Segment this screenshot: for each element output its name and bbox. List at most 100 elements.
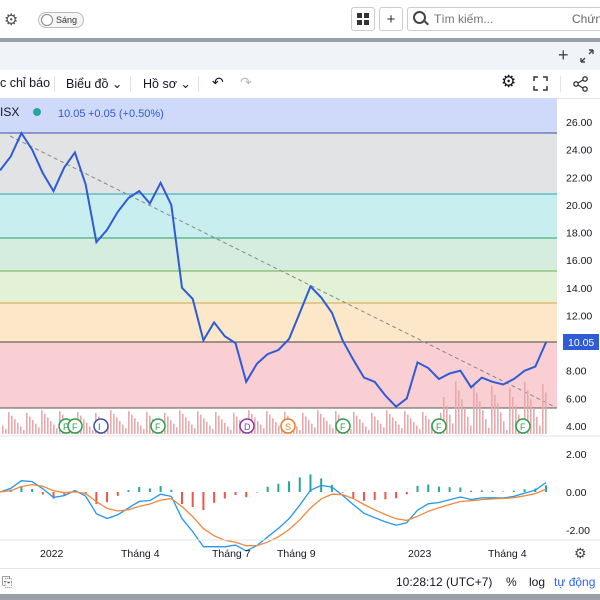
volume-bar: [416, 425, 418, 434]
volume-bar: [122, 424, 124, 434]
settings-gear-icon[interactable]: ⚙: [4, 12, 19, 29]
hist-bar: [341, 492, 344, 493]
legend-last: 10.05: [58, 108, 86, 120]
volume-bar: [35, 423, 37, 434]
chart-type-button[interactable]: Biểu đồ ⌄: [66, 76, 122, 91]
fullscreen-icon[interactable]: [533, 76, 548, 91]
expand-icon[interactable]: [580, 49, 594, 63]
volume-bar: [473, 383, 475, 434]
volume-bar: [227, 426, 229, 434]
volume-bar: [428, 419, 430, 434]
hist-bar: [159, 486, 162, 492]
profile-button[interactable]: Hồ sơ ⌄: [143, 76, 191, 91]
volume-bar: [380, 423, 382, 434]
redo-icon[interactable]: ↷: [240, 74, 252, 90]
volume-bar: [125, 428, 127, 434]
search-box[interactable]: Chứng: [407, 7, 600, 31]
volume-bar: [497, 403, 499, 434]
volume-bar: [260, 424, 262, 434]
grid-icon: [357, 13, 369, 25]
search-input[interactable]: [432, 10, 566, 28]
chart-settings-icon[interactable]: ⚙: [501, 72, 517, 91]
event-marker[interactable]: [150, 418, 166, 434]
time-axis[interactable]: 2022 Tháng 4 Tháng 7 Tháng 9 2023 Tháng 4: [40, 548, 527, 560]
price-tick: 26.00: [566, 117, 592, 129]
event-marker[interactable]: [335, 418, 351, 434]
volume-bar: [500, 412, 502, 434]
hist-bar: [31, 488, 34, 492]
volume-bar: [485, 419, 487, 434]
undo-icon[interactable]: ↶: [212, 74, 224, 90]
event-marker[interactable]: [67, 418, 83, 434]
hist-bar: [41, 492, 44, 495]
volume-bar: [224, 422, 226, 434]
hist-bar: [127, 490, 130, 492]
price-tick: 22.00: [566, 172, 592, 184]
macd-tick: 2.00: [566, 449, 587, 461]
macd-axis[interactable]: 2.00 0.00 -2.00: [566, 449, 590, 537]
search-icon: [413, 11, 426, 24]
volume-bar: [422, 412, 424, 434]
volume-bar: [470, 425, 472, 434]
hist-bar: [395, 492, 398, 499]
fib-band: [0, 194, 557, 238]
hist-bar: [363, 492, 365, 501]
auto-toggle[interactable]: tự động: [554, 575, 596, 589]
toolbar-separator: [130, 76, 131, 92]
theme-label: Sáng: [56, 15, 78, 25]
percent-toggle[interactable]: %: [506, 575, 517, 589]
event-marker[interactable]: [93, 418, 109, 434]
volume-bar: [50, 421, 52, 434]
theme-toggle[interactable]: Sáng: [38, 12, 85, 28]
volume-bar: [308, 420, 310, 434]
volume-bar: [404, 411, 406, 434]
layout-grid-button[interactable]: [351, 7, 375, 31]
event-marker[interactable]: [515, 418, 531, 434]
volume-bar: [83, 419, 85, 434]
volume-bar: [221, 419, 223, 434]
volume-bar: [458, 390, 460, 434]
price-tag-bg: [563, 334, 599, 350]
clock-time: 10:28:12 (UTC+7): [396, 575, 493, 589]
volume-bar: [281, 429, 283, 434]
volume-bar: [182, 413, 184, 434]
bottom-strip: [0, 594, 600, 600]
event-marker[interactable]: [239, 418, 255, 434]
share-icon[interactable]: [573, 76, 589, 92]
chevron-down-icon: ⌄: [111, 77, 123, 91]
date-range-icon[interactable]: ⎘: [2, 574, 13, 589]
legend-change: +0.05 (+0.50%): [88, 108, 164, 120]
volume-bar: [425, 415, 427, 434]
add-plus-icon[interactable]: +: [558, 45, 569, 65]
price-axis[interactable]: 26.00 24.00 22.00 20.00 18.00 16.00 14.00 12.00…: [566, 117, 592, 433]
volume-bar: [332, 428, 334, 434]
log-toggle[interactable]: log: [529, 575, 546, 589]
event-marker[interactable]: [431, 418, 447, 434]
volume-bar: [302, 412, 304, 434]
hist-bar: [266, 486, 269, 492]
hist-bar: [95, 492, 98, 505]
hist-bar: [255, 491, 258, 493]
volume-bar: [173, 423, 175, 434]
volume-bar: [116, 417, 118, 434]
volume-bar: [509, 388, 511, 434]
volume-bar: [539, 425, 541, 434]
event-label: F: [63, 422, 69, 432]
volume-bar: [395, 421, 397, 434]
volume-bar: [527, 390, 529, 434]
event-marker[interactable]: [280, 418, 296, 434]
volume-bar: [542, 383, 544, 434]
volume-bar: [329, 424, 331, 434]
volume-bar: [275, 421, 277, 434]
macd-line: [0, 480, 547, 552]
event-label: I: [98, 422, 101, 432]
trend-line[interactable]: [9, 135, 558, 409]
volume-bar: [464, 408, 466, 434]
axis-settings-icon[interactable]: ⚙: [574, 545, 587, 561]
volume-bar: [323, 417, 325, 434]
indicators-button[interactable]: c chỉ báo: [0, 76, 51, 90]
add-button[interactable]: +: [379, 7, 403, 31]
hist-bar: [491, 490, 494, 492]
